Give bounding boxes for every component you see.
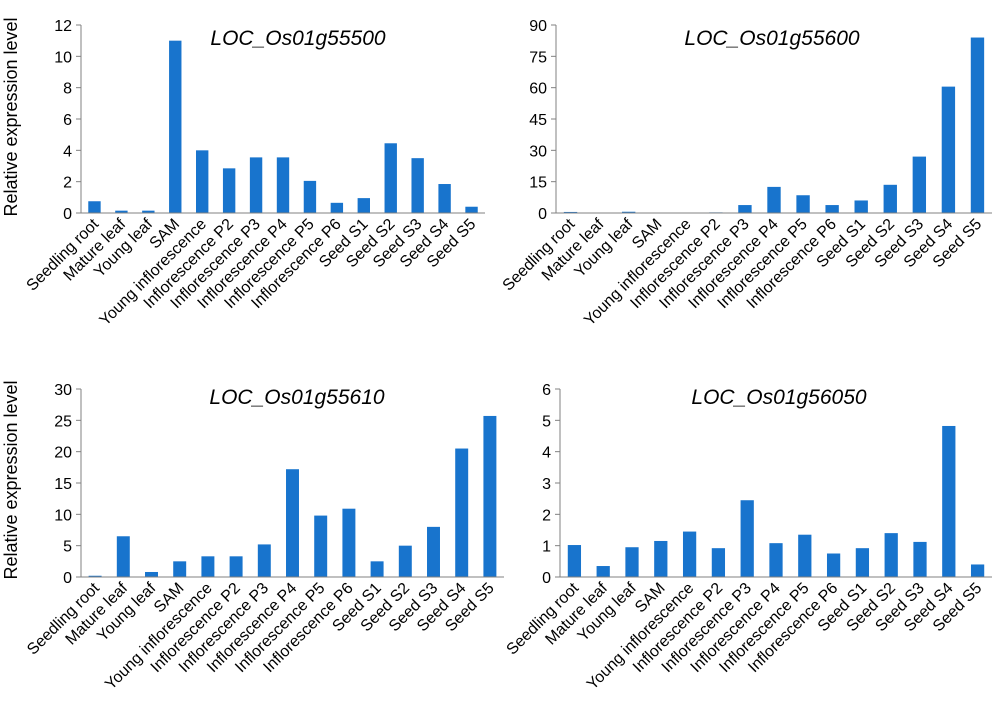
y-tick-label: 5 [63,539,72,556]
y-tick-label: 30 [54,382,72,399]
bar-inflorescence-p4 [286,469,299,577]
bar-seed-s4 [942,425,956,577]
y-tick-label: 20 [54,445,72,462]
bar-young-inflorescence [201,556,215,577]
bar-inflorescence-p3 [257,544,271,577]
bar-seed-s2 [883,184,897,213]
y-tick-label: 45 [529,112,547,129]
bar-seed-s1 [855,548,870,577]
y-tick-label: 2 [542,507,551,524]
bar-inflorescence-p3 [249,157,263,213]
y-tick-label: 6 [63,112,72,129]
bar-inflorescence-p4 [767,186,781,213]
y-tick-label: 0 [63,570,72,587]
bar-young-inflorescence [196,150,209,213]
bar-sam [173,561,187,577]
bar-seed-s5 [483,415,497,577]
y-axis-label-bottom: Relative expression level [1,380,21,579]
bar-young-leaf [625,547,639,577]
bar-seedling-root [567,545,582,577]
bar-inflorescence-p2 [222,168,236,213]
y-tick-label: 10 [54,49,72,66]
bar-seed-s3 [427,526,440,577]
bar-young-leaf [621,211,636,213]
chart-title: LOC_Os01g55600 [684,27,859,50]
y-tick-label: 12 [54,18,72,35]
bar-inflorescence-p5 [314,515,328,577]
bar-inflorescence-p5 [303,180,317,213]
chart-title: LOC_Os01g56050 [691,386,866,409]
chart-title: LOC_Os01g55610 [209,386,384,409]
bar-inflorescence-p6 [342,508,356,577]
bar-inflorescence-p3 [738,205,752,213]
y-tick-label: 15 [54,476,72,493]
bar-mature-leaf [115,210,128,213]
bar-seed-s2 [384,143,397,213]
bar-seed-s3 [912,156,927,213]
bar-seed-s5 [970,564,985,577]
y-tick-label: 10 [54,507,72,524]
y-tick-label: 3 [542,476,551,493]
bar-seed-s1 [357,198,370,213]
y-tick-label: 0 [542,570,551,587]
y-tick-label: 90 [529,18,547,35]
bar-seedling-root [88,201,101,213]
bar-inflorescence-p6 [330,202,344,213]
bar-inflorescence-p4 [769,543,783,577]
y-axis-label-top: Relative expression level [1,17,21,216]
bar-seedling-root [563,211,578,213]
y-tick-label: 75 [529,49,547,66]
bar-inflorescence-p2 [229,556,243,577]
bar-inflorescence-p6 [826,553,841,577]
y-tick-label: 25 [54,413,72,430]
chart-title: LOC_Os01g55500 [210,27,385,50]
bar-seedling-root [88,575,102,577]
bar-seed-s4 [455,448,469,577]
bar-inflorescence-p2 [711,548,726,577]
y-tick-label: 6 [542,382,551,399]
y-tick-label: 30 [529,143,547,160]
y-tick-label: 1 [542,539,551,556]
y-tick-label: 15 [529,175,547,192]
y-tick-label: 4 [542,445,551,462]
bar-seed-s2 [884,533,898,577]
bar-young-inflorescence [682,531,697,577]
y-tick-label: 0 [538,206,547,223]
bar-seed-s4 [438,184,451,213]
bar-mature-leaf [116,536,130,577]
bar-seed-s3 [913,541,927,577]
y-tick-label: 4 [63,143,72,160]
bar-inflorescence-p5 [796,195,810,213]
bar-inflorescence-p4 [276,157,290,213]
bar-seed-s3 [411,158,424,213]
bar-young-leaf [142,210,155,213]
bar-inflorescence-p3 [740,500,754,577]
bar-inflorescence-p6 [825,205,839,213]
bar-inflorescence-p5 [798,534,812,577]
y-tick-label: 60 [529,81,547,98]
bar-mature-leaf [596,566,610,577]
bar-seed-s4 [941,86,956,213]
bar-sam [169,40,182,213]
bar-seed-s5 [465,206,478,213]
bar-seed-s2 [398,545,412,577]
bar-sam [654,540,668,577]
y-tick-label: 5 [542,413,551,430]
bar-seed-s5 [970,37,985,214]
y-tick-label: 0 [63,206,72,223]
y-tick-label: 2 [63,175,72,192]
bar-seed-s1 [854,200,868,213]
bar-young-leaf [145,571,158,577]
bar-seed-s1 [370,561,384,577]
y-tick-label: 8 [63,81,72,98]
